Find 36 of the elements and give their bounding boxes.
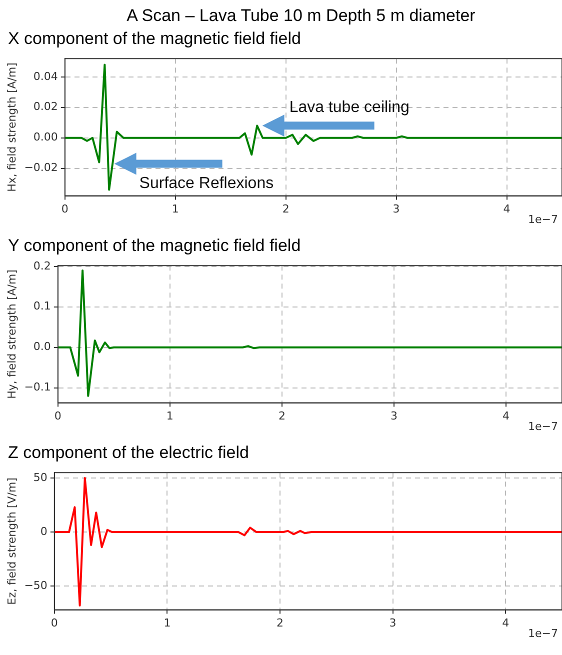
x-tick-label: 3 — [392, 202, 400, 216]
y-tick-label: 0 — [40, 524, 48, 538]
x-tick-label: 4 — [502, 616, 510, 630]
text: 1e−7 — [528, 213, 558, 226]
annotation: Surface Reflexions — [139, 175, 274, 192]
y-tick-label: 0.04 — [33, 70, 58, 83]
chart-title: Z component of the electric field — [7, 442, 250, 463]
x-tick-label: 4 — [503, 202, 510, 216]
y-tick-label: −50 — [24, 578, 48, 592]
annotation: Lava tube ceiling — [289, 99, 410, 116]
y-tick-label: −0.1 — [24, 380, 51, 394]
x-tick-label: 1 — [164, 616, 171, 630]
y-tick-label: 50 — [33, 470, 48, 484]
text: 1e−7 — [528, 627, 558, 640]
y-tick-label: 0.0 — [33, 340, 51, 354]
x-tick-label: 3 — [390, 409, 398, 422]
x-tick-label: 2 — [282, 202, 290, 216]
y-axis-title: Ez, field strength [V/m] — [5, 478, 18, 605]
x-tick-label: 0 — [61, 202, 68, 216]
y-tick-label: −0.02 — [24, 161, 58, 174]
y-tick-label: 0.1 — [33, 300, 51, 313]
chart-subtitle: X component of the magnetic field field — [7, 28, 302, 49]
y-tick-label: 0.00 — [33, 130, 58, 144]
x-tick-label: 2 — [278, 409, 286, 422]
chart-title: Y component of the magnetic field field — [7, 235, 302, 256]
x-tick-label: 1 — [172, 202, 179, 216]
x-tick-label: 4 — [502, 409, 510, 422]
y-tick-label: 0.2 — [33, 259, 51, 272]
chart-title: A Scan – Lava Tube 10 m Depth 5 m diameter — [126, 5, 476, 27]
x-tick-label: 3 — [389, 616, 396, 630]
y-axis-title: Hx, field strength [A/m] — [5, 62, 18, 192]
x-tick-label: 1 — [166, 409, 174, 422]
x-tick-label: 2 — [276, 616, 284, 630]
y-axis-title: Hy, field strength [A/m] — [5, 270, 18, 399]
y-tick-label: 0.02 — [33, 100, 58, 114]
text: 1e−7 — [528, 420, 558, 434]
